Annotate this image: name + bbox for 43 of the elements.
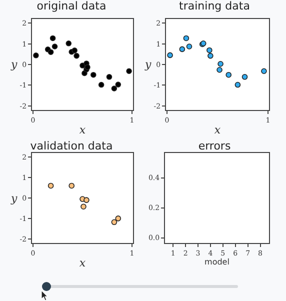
point xyxy=(218,60,224,67)
point xyxy=(90,72,96,78)
point xyxy=(48,182,54,189)
y-axis-title: y xyxy=(10,58,18,71)
point xyxy=(66,40,72,46)
chart-title: original data xyxy=(36,0,106,13)
point xyxy=(74,52,80,59)
point xyxy=(126,68,132,74)
x-axis-title: x xyxy=(214,124,222,137)
point xyxy=(115,216,122,222)
point xyxy=(206,47,212,54)
point xyxy=(50,35,56,42)
point xyxy=(226,72,232,78)
point xyxy=(183,35,190,42)
point xyxy=(216,66,222,73)
point xyxy=(208,52,214,59)
x-axis-title: x xyxy=(79,124,86,137)
point xyxy=(111,219,118,226)
point xyxy=(84,197,90,203)
point xyxy=(106,74,112,80)
y-axis-title: y xyxy=(10,192,18,205)
x-axis-title: model xyxy=(204,258,230,266)
point xyxy=(261,68,267,74)
point xyxy=(68,182,75,189)
point xyxy=(48,49,54,55)
chart-title: validation data xyxy=(30,140,113,153)
chart-title: training data xyxy=(179,0,250,13)
point xyxy=(242,74,248,80)
point xyxy=(186,44,192,50)
point xyxy=(98,82,104,88)
point xyxy=(33,52,39,58)
point xyxy=(72,48,78,54)
point xyxy=(52,44,58,50)
point xyxy=(115,82,122,88)
point xyxy=(80,204,86,210)
y-axis-title: y xyxy=(144,58,152,71)
point xyxy=(84,64,90,70)
point xyxy=(167,52,173,58)
point xyxy=(179,46,186,52)
chart-title: errors xyxy=(198,140,231,153)
x-axis-title: x xyxy=(79,256,86,270)
point xyxy=(234,82,241,88)
point xyxy=(111,86,118,92)
